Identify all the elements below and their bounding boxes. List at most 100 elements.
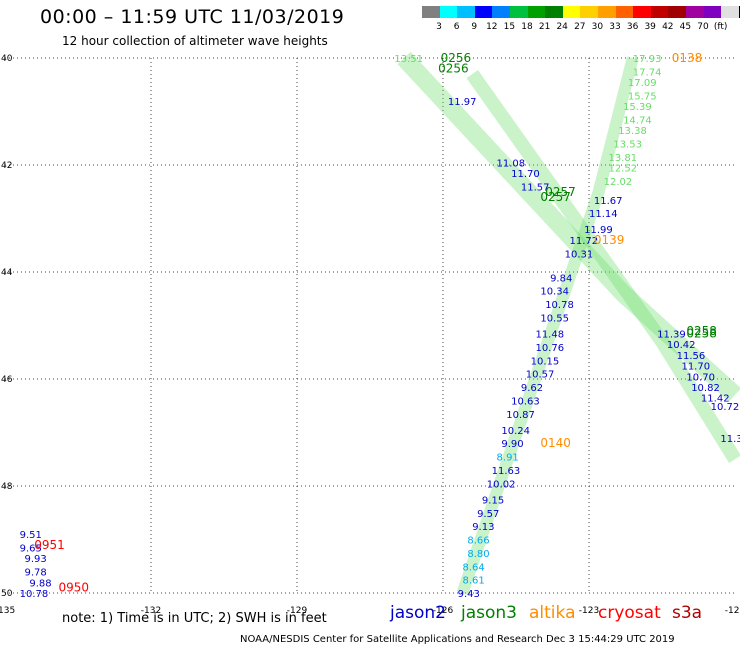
x-tick-label: -120 xyxy=(725,606,740,616)
swh-value: 11.70 xyxy=(511,169,540,180)
colorbar-tick-label: 36 xyxy=(626,22,639,32)
swh-value: 11.67 xyxy=(594,196,623,207)
colorbar-swatch xyxy=(457,6,475,18)
swh-value: 14.74 xyxy=(623,116,652,127)
swh-value: 13.51 xyxy=(394,54,423,65)
colorbar-swatch xyxy=(439,6,458,18)
swh-value: 9.15 xyxy=(482,495,504,506)
colorbar-tick-label: 24 xyxy=(556,22,568,32)
colorbar-swatch xyxy=(668,6,686,18)
pass-time-label: 0257 xyxy=(540,190,571,204)
colorbar-swatch xyxy=(721,6,739,18)
swh-value: 10.42 xyxy=(667,340,696,351)
pass-time-label: 0138 xyxy=(672,51,703,65)
swh-value: 8.66 xyxy=(467,536,489,547)
colorbar-swatch xyxy=(633,6,651,18)
y-tick-label: 46 xyxy=(1,375,13,385)
pass-time-label: 0258 xyxy=(686,324,717,338)
colorbar-swatch xyxy=(597,6,616,18)
swh-value: 11.99 xyxy=(584,225,613,236)
colorbar-swatch xyxy=(685,6,704,18)
colorbar-tick-label: 70 xyxy=(697,22,709,32)
swh-value: 13.38 xyxy=(618,126,647,137)
swh-value: 10.15 xyxy=(531,356,560,367)
swh-value: 9.90 xyxy=(501,439,523,450)
colorbar-tick-label: 42 xyxy=(662,22,674,32)
swh-value: 15.39 xyxy=(623,102,652,113)
swh-value: 10.24 xyxy=(501,426,530,437)
colorbar-tick-label: 30 xyxy=(591,22,604,32)
swh-value: 11.39 xyxy=(657,330,686,341)
swh-value: 10.78 xyxy=(20,589,49,600)
colorbar-tick-label: 33 xyxy=(609,22,621,32)
colorbar-tick-label: 6 xyxy=(453,22,460,32)
x-tick-label: -123 xyxy=(579,606,599,616)
axis-ticks: -135 -132 -129 -126 -123 -120 40 42 44 46 48 50 xyxy=(0,54,740,616)
swh-value: 10.87 xyxy=(506,410,535,421)
swh-value: 17.09 xyxy=(628,78,657,89)
swh-value: 17.93 xyxy=(633,54,662,65)
swh-value: 9.78 xyxy=(24,568,46,579)
swh-value: 9.65 xyxy=(20,544,42,555)
colorbar-swatch xyxy=(474,6,493,18)
colorbar-swatch xyxy=(422,6,440,18)
swh-value: 11.57 xyxy=(521,182,550,193)
units-note: note: 1) Time is in UTC; 2) SWH is in fe… xyxy=(62,611,327,626)
satellite-track xyxy=(456,56,639,595)
pass-time-label: 0139 xyxy=(594,233,625,247)
swh-value: 10.31 xyxy=(565,249,594,260)
y-tick-label: 42 xyxy=(1,161,12,171)
swh-value: 10.55 xyxy=(540,313,569,324)
satellite-legend-s3a: s3a xyxy=(672,603,703,623)
pass-labels: 0256025601380257025701390258025801400951… xyxy=(34,51,717,595)
swh-value: 11.42 xyxy=(701,394,730,405)
y-tick-label: 48 xyxy=(1,482,13,492)
swh-value: 8.80 xyxy=(467,549,489,560)
swh-value: 12.02 xyxy=(604,177,633,188)
y-tick-label: 50 xyxy=(1,589,13,599)
x-tick-label: -126 xyxy=(433,606,454,616)
satellite-track xyxy=(466,69,740,463)
swh-value: 9.13 xyxy=(472,522,494,533)
colorbar-tick-label: 15 xyxy=(503,22,516,32)
swh-value: 8.64 xyxy=(462,562,484,573)
swh-value: 9.57 xyxy=(477,509,499,520)
colorbar-swatch xyxy=(703,6,722,18)
swh-value: 10.57 xyxy=(526,370,555,381)
satellite-legend-jason2: jason2 xyxy=(390,603,446,623)
swh-value: 12.52 xyxy=(608,164,637,175)
colorbar-swatch xyxy=(545,6,563,18)
y-tick-label: 44 xyxy=(1,268,13,278)
pass-time-label: 0256 xyxy=(441,51,472,65)
satellite-legend-jason3: jason3 xyxy=(461,603,517,623)
x-tick-label: -135 xyxy=(0,606,15,616)
colorbar-tick-label: 39 xyxy=(644,22,656,32)
colorbar-tick-label: 18 xyxy=(521,22,533,32)
swh-value: 11.72 xyxy=(570,236,599,247)
colorbar-swatch xyxy=(615,6,634,18)
colorbar-swatch xyxy=(562,6,581,18)
y-tick-label: 40 xyxy=(1,54,13,64)
swh-value: 10.63 xyxy=(511,396,540,407)
swh-value: 10.70 xyxy=(686,372,715,383)
colorbar-swatch xyxy=(492,6,510,18)
pass-time-label: 0258 xyxy=(686,327,717,341)
swh-value: 17.74 xyxy=(633,67,662,78)
colorbar-tick-label: 3 xyxy=(436,22,442,32)
swh-value: 11.30 xyxy=(720,434,740,445)
swh-value: 11.97 xyxy=(448,97,477,108)
swh-value: 13.81 xyxy=(608,153,637,164)
swh-value: 11.08 xyxy=(497,158,526,169)
swh-value: 9.84 xyxy=(550,273,572,284)
lat-lon-grid xyxy=(5,57,735,594)
colorbar-tick-label: 21 xyxy=(538,22,551,32)
pass-time-label: 0257 xyxy=(545,185,576,199)
swh-value: 9.43 xyxy=(458,589,480,600)
swh-value: 9.51 xyxy=(20,530,42,541)
swh-value: 13.53 xyxy=(613,140,642,151)
swh-value: 9.62 xyxy=(521,383,543,394)
swh-value: 10.78 xyxy=(545,300,574,311)
satellite-legend-cryosat: cryosat xyxy=(598,603,661,623)
swh-value: 10.82 xyxy=(691,383,720,394)
